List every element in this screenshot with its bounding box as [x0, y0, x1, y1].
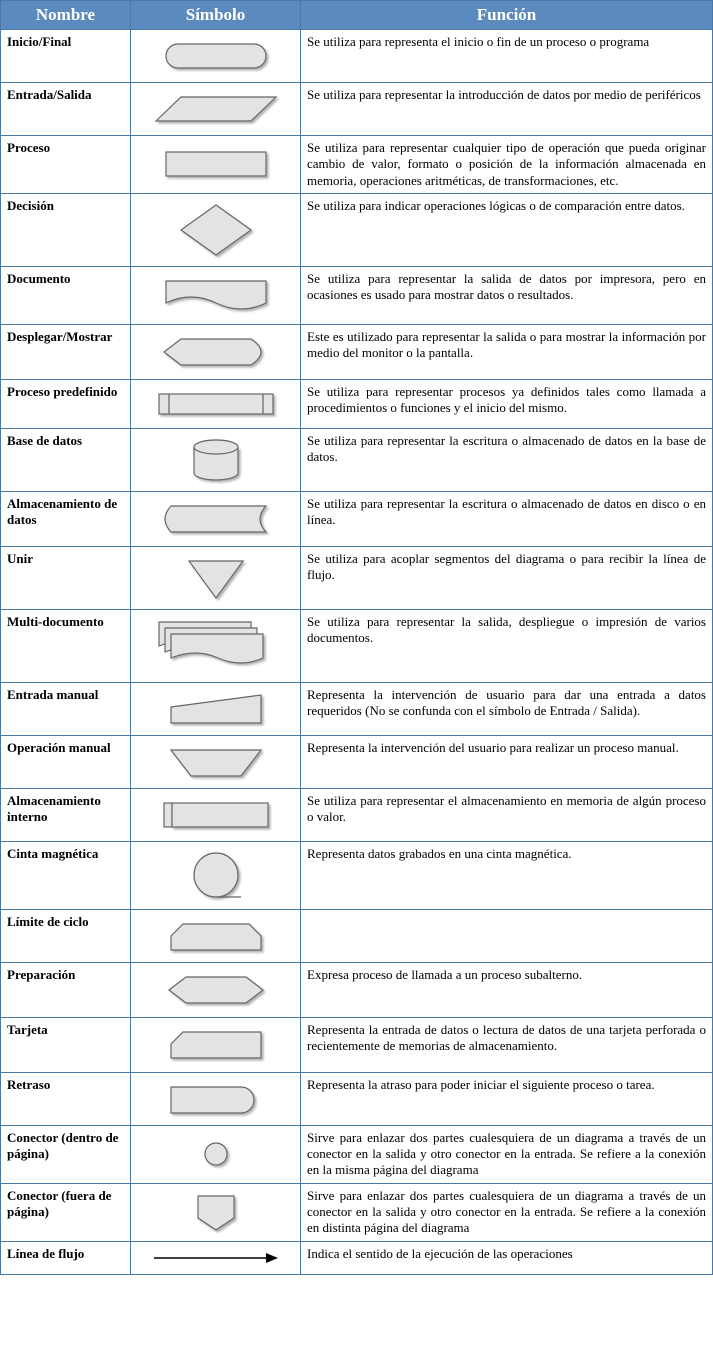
- table-row: Proceso Se utiliza para representar cualq…: [1, 136, 713, 194]
- symbol-function: Expresa proceso de llamada a un proceso …: [301, 962, 713, 1017]
- symbol-function: Se utiliza para representar la salida, d…: [301, 609, 713, 682]
- symbol-function: Se utiliza para acoplar segmentos del di…: [301, 546, 713, 609]
- symbol-manualop-icon: [131, 735, 301, 788]
- table-row: Unir Se utiliza para acoplar segmentos de…: [1, 546, 713, 609]
- symbol-function: Representa la atraso para poder iniciar …: [301, 1072, 713, 1125]
- symbol-name: Operación manual: [1, 735, 131, 788]
- table-row: Entrada/Salida Se utiliza para representa…: [1, 83, 713, 136]
- symbol-function: Se utiliza para indicar operaciones lógi…: [301, 193, 713, 266]
- table-row: Multi-documento Se utiliza para represent…: [1, 609, 713, 682]
- symbol-function: Representa la entrada de datos o lectura…: [301, 1017, 713, 1072]
- symbol-function: Sirve para enlazar dos partes cualesquie…: [301, 1183, 713, 1241]
- symbol-name: Retraso: [1, 1072, 131, 1125]
- symbol-name: Proceso predefinido: [1, 379, 131, 428]
- symbol-database-icon: [131, 428, 301, 491]
- symbol-name: Documento: [1, 266, 131, 324]
- table-row: Preparación Expresa proceso de llamada a …: [1, 962, 713, 1017]
- symbol-name: Límite de ciclo: [1, 909, 131, 962]
- symbol-card-icon: [131, 1017, 301, 1072]
- symbol-name: Desplegar/Mostrar: [1, 324, 131, 379]
- table-row: Cinta magnética Representa datos grabados…: [1, 841, 713, 909]
- symbol-offpage-icon: [131, 1183, 301, 1241]
- header-simbolo: Símbolo: [131, 1, 301, 30]
- symbol-storage-icon: [131, 491, 301, 546]
- symbol-name: Preparación: [1, 962, 131, 1017]
- symbol-connector-icon: [131, 1125, 301, 1183]
- symbol-name: Base de datos: [1, 428, 131, 491]
- table-row: Almacenamiento interno Se utiliza para re…: [1, 788, 713, 841]
- symbol-function: Indica el sentido de la ejecución de las…: [301, 1241, 713, 1274]
- table-row: Proceso predefinido Se utiliza para repre…: [1, 379, 713, 428]
- header-row: Nombre Símbolo Función: [1, 1, 713, 30]
- symbol-function: Se utiliza para representar la escritura…: [301, 491, 713, 546]
- symbol-name: Cinta magnética: [1, 841, 131, 909]
- table-row: Conector (dentro de página) Sirve para en…: [1, 1125, 713, 1183]
- symbol-looplimit-icon: [131, 909, 301, 962]
- symbol-name: Multi-documento: [1, 609, 131, 682]
- table-row: Tarjeta Representa la entrada de datos o …: [1, 1017, 713, 1072]
- symbol-name: Almacenamiento interno: [1, 788, 131, 841]
- header-funcion: Función: [301, 1, 713, 30]
- table-row: Operación manual Representa la intervenci…: [1, 735, 713, 788]
- symbol-terminator-icon: [131, 30, 301, 83]
- flowchart-symbols-table: Nombre Símbolo Función Inicio/Final Se ut…: [0, 0, 713, 1275]
- table-row: Línea de flujo Indica el sentido de la ej…: [1, 1241, 713, 1274]
- table-row: Límite de ciclo: [1, 909, 713, 962]
- symbol-function: Representa la intervención del usuario p…: [301, 735, 713, 788]
- symbol-name: Entrada manual: [1, 682, 131, 735]
- table-row: Conector (fuera de página) Sirve para enl…: [1, 1183, 713, 1241]
- symbol-parallelogram-icon: [131, 83, 301, 136]
- symbol-function: Representa la intervención de usuario pa…: [301, 682, 713, 735]
- symbol-name: Conector (fuera de página): [1, 1183, 131, 1241]
- symbol-name: Proceso: [1, 136, 131, 194]
- symbol-name: Entrada/Salida: [1, 83, 131, 136]
- symbol-name: Inicio/Final: [1, 30, 131, 83]
- symbol-arrow-icon: [131, 1241, 301, 1274]
- table-row: Almacenamiento de datos Se utiliza para r…: [1, 491, 713, 546]
- table-row: Entrada manual Representa la intervención…: [1, 682, 713, 735]
- table-row: Base de datos Se utiliza para representar…: [1, 428, 713, 491]
- symbol-merge-icon: [131, 546, 301, 609]
- table-row: Desplegar/Mostrar Este es utilizado para …: [1, 324, 713, 379]
- symbol-function: Se utiliza para representar el almacenam…: [301, 788, 713, 841]
- symbol-function: Representa datos grabados en una cinta m…: [301, 841, 713, 909]
- symbol-diamond-icon: [131, 193, 301, 266]
- header-nombre: Nombre: [1, 1, 131, 30]
- symbol-name: Decisión: [1, 193, 131, 266]
- symbol-name: Almacenamiento de datos: [1, 491, 131, 546]
- symbol-function: Sirve para enlazar dos partes cualesquie…: [301, 1125, 713, 1183]
- symbol-function: Se utiliza para representa el inicio o f…: [301, 30, 713, 83]
- symbol-function: Se utiliza para representar la salida de…: [301, 266, 713, 324]
- symbol-function: Se utiliza para representar la escritura…: [301, 428, 713, 491]
- symbol-tape-icon: [131, 841, 301, 909]
- table-row: Documento Se utiliza para representar la …: [1, 266, 713, 324]
- symbol-internalstorage-icon: [131, 788, 301, 841]
- symbol-preparation-icon: [131, 962, 301, 1017]
- symbol-predefined-icon: [131, 379, 301, 428]
- symbol-multidoc-icon: [131, 609, 301, 682]
- symbol-display-icon: [131, 324, 301, 379]
- table-row: Decisión Se utiliza para indicar operacio…: [1, 193, 713, 266]
- symbol-rectangle-icon: [131, 136, 301, 194]
- symbol-function: Se utiliza para representar cualquier ti…: [301, 136, 713, 194]
- table-row: Inicio/Final Se utiliza para representa e…: [1, 30, 713, 83]
- symbol-function: Se utiliza para representar la introducc…: [301, 83, 713, 136]
- symbol-name: Conector (dentro de página): [1, 1125, 131, 1183]
- table-row: Retraso Representa la atraso para poder i…: [1, 1072, 713, 1125]
- symbol-name: Línea de flujo: [1, 1241, 131, 1274]
- symbol-manualinput-icon: [131, 682, 301, 735]
- symbol-function: [301, 909, 713, 962]
- symbol-name: Tarjeta: [1, 1017, 131, 1072]
- symbol-function: Se utiliza para representar procesos ya …: [301, 379, 713, 428]
- symbol-delay-icon: [131, 1072, 301, 1125]
- symbol-document-icon: [131, 266, 301, 324]
- symbol-function: Este es utilizado para representar la sa…: [301, 324, 713, 379]
- symbol-name: Unir: [1, 546, 131, 609]
